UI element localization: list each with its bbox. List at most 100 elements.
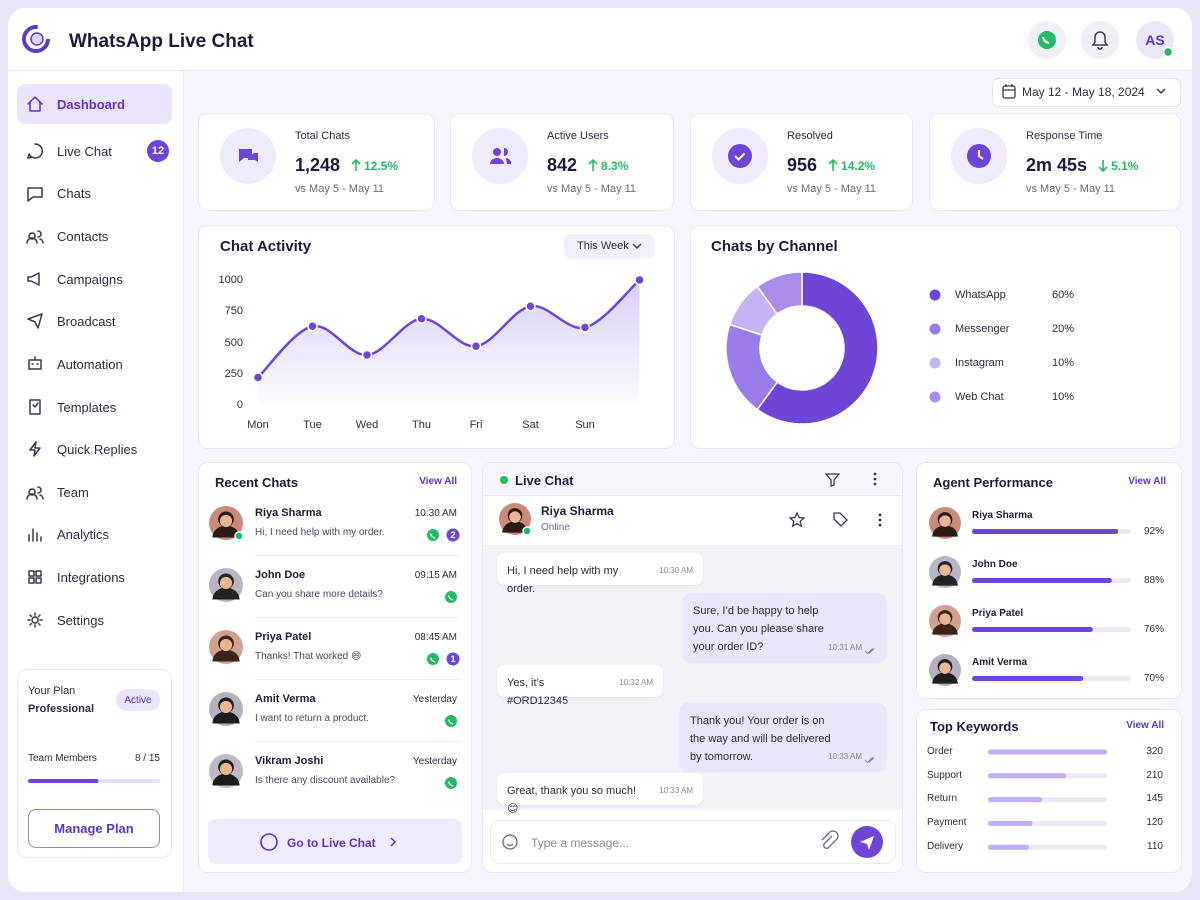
message-time: 10:33 AM xyxy=(659,786,693,795)
agent-score: 76% xyxy=(1143,623,1164,635)
contact-divider xyxy=(483,495,902,496)
y-tick-label: 500 xyxy=(224,336,243,349)
view-all-link[interactable]: View All xyxy=(1126,719,1164,731)
keyword-label: Payment xyxy=(927,817,967,829)
legend-value: 60% xyxy=(1052,289,1075,302)
go-live-chat-label[interactable]: Go to Live Chat xyxy=(287,835,376,850)
keyword-label: Delivery xyxy=(927,841,964,852)
x-tick-label: Fri xyxy=(469,419,483,432)
x-tick-label: Wed xyxy=(355,419,379,432)
channel-card xyxy=(690,225,1181,449)
nav-active-bg xyxy=(17,84,172,124)
x-tick-label: Mon xyxy=(247,419,269,432)
stat-value: 2m 45s xyxy=(1026,154,1088,175)
plan-name: Professional xyxy=(28,703,95,716)
stat-value: 1,248 xyxy=(295,154,341,175)
nav-item[interactable]: Settings xyxy=(57,612,104,628)
nav-item[interactable]: Templates xyxy=(57,399,117,415)
x-tick-label: Sun xyxy=(575,419,595,432)
message-time: 10:30 AM xyxy=(659,566,693,575)
chat-time: 09:15 AM xyxy=(414,569,457,581)
keyword-count: 110 xyxy=(1147,841,1163,852)
message-text: Yes, it’s #ORD12345 xyxy=(507,677,569,707)
message-bubble: Hi, I need help with my order. 10:30 AM xyxy=(497,553,703,595)
agent-score: 70% xyxy=(1143,672,1164,684)
message-bubble: Great, thank you so much! 😊 10:33 AM xyxy=(497,773,703,815)
message-text: Thank you! Your order is on the way and … xyxy=(690,715,831,763)
keyword-count: 145 xyxy=(1146,793,1163,805)
date-range[interactable]: May 12 - May 18, 2024 xyxy=(1022,84,1145,99)
section-title: Agent Performance xyxy=(933,474,1053,490)
contact-status: Online xyxy=(541,521,570,533)
period-filter-label[interactable]: This Week xyxy=(577,240,629,253)
keyword-count: 120 xyxy=(1146,817,1163,829)
y-tick-label: 250 xyxy=(224,367,243,380)
chat-time: Yesterday xyxy=(412,693,457,705)
contact-name[interactable]: Priya Patel xyxy=(255,631,312,644)
contact-name[interactable]: John Doe xyxy=(255,569,306,582)
chat-preview: Can you share more details? xyxy=(255,588,383,600)
stat-compare: vs May 5 - May 11 xyxy=(787,183,877,196)
message-placeholder[interactable]: Type a message... xyxy=(531,835,630,850)
view-all-link[interactable]: View All xyxy=(419,475,457,487)
stat-value: 956 xyxy=(787,154,818,175)
nav-item[interactable]: Live Chat xyxy=(57,143,112,159)
members-count: 8 / 15 xyxy=(134,752,160,764)
view-all-link[interactable]: View All xyxy=(1128,475,1166,487)
live-chat-title: Live Chat xyxy=(515,472,574,488)
stat-value: 842 xyxy=(547,154,578,175)
y-tick-label: 0 xyxy=(236,399,243,412)
plan-status: Active xyxy=(124,694,152,706)
nav-item[interactable]: Campaigns xyxy=(57,271,123,287)
row-divider xyxy=(255,617,460,618)
x-tick-label: Sat xyxy=(522,419,539,432)
section-title: Top Keywords xyxy=(930,718,1019,734)
legend-label: Messenger xyxy=(955,323,1010,336)
nav-item[interactable]: Team xyxy=(57,484,89,500)
nav-item[interactable]: Automation xyxy=(57,356,123,372)
message-bubble: Yes, it’s #ORD12345 10:32 AM xyxy=(497,665,663,707)
nav-item[interactable]: Dashboard xyxy=(57,96,125,112)
nav-item[interactable]: Broadcast xyxy=(57,313,116,329)
contact-name[interactable]: Amit Verma xyxy=(255,693,316,706)
contact-name[interactable]: Riya Sharma xyxy=(255,507,322,520)
chat-time: Yesterday xyxy=(412,755,457,767)
chat-preview: Is there any discount available? xyxy=(255,774,396,786)
keyword-count: 210 xyxy=(1146,769,1163,781)
manage-plan-label[interactable]: Manage Plan xyxy=(54,820,134,836)
agent-name: Priya Patel xyxy=(972,607,1024,619)
chat-preview: I want to return a product. xyxy=(255,712,369,724)
legend-value: 20% xyxy=(1052,323,1075,336)
header-divider xyxy=(8,70,1192,71)
stat-change: 12.5% xyxy=(364,158,399,173)
stat-compare: vs May 5 - May 11 xyxy=(295,183,385,196)
nav-item[interactable]: Quick Replies xyxy=(57,441,138,457)
agent-name: Riya Sharma xyxy=(972,509,1033,521)
manage-plan-button[interactable] xyxy=(28,809,160,848)
chart-title: Chat Activity xyxy=(220,237,312,255)
message-text: Hi, I need help with my order. xyxy=(507,565,619,595)
nav-item[interactable]: Contacts xyxy=(57,228,109,244)
nav-item[interactable]: Analytics xyxy=(57,526,110,542)
keyword-label: Support xyxy=(927,769,963,781)
message-bubble: Thank you! Your order is on the way and … xyxy=(680,703,886,771)
message-text: Great, thank you so much! 😊 xyxy=(507,785,637,815)
message-bubble: Sure, I’d be happy to help you. Can you … xyxy=(683,593,886,662)
unread-badge: 2 xyxy=(450,530,456,541)
contact-name: Riya Sharma xyxy=(541,503,614,518)
read-receipt xyxy=(865,757,875,764)
contact-name[interactable]: Vikram Joshi xyxy=(255,755,324,768)
plan-status-pill xyxy=(116,689,160,711)
nav-item[interactable]: Integrations xyxy=(57,569,125,585)
read-receipt xyxy=(865,648,875,655)
chat-time: 08:45 AM xyxy=(414,631,457,643)
stat-label: Active Users xyxy=(547,130,609,143)
date-range-picker[interactable] xyxy=(992,78,1181,107)
legend-label: Instagram xyxy=(955,357,1004,370)
nav-item[interactable]: Chats xyxy=(57,185,91,201)
agent-score: 88% xyxy=(1143,574,1164,586)
go-live-chat-button[interactable] xyxy=(208,819,462,864)
chat-preview: Hi, I need help with my order. xyxy=(255,526,385,538)
legend-value: 10% xyxy=(1052,357,1075,370)
